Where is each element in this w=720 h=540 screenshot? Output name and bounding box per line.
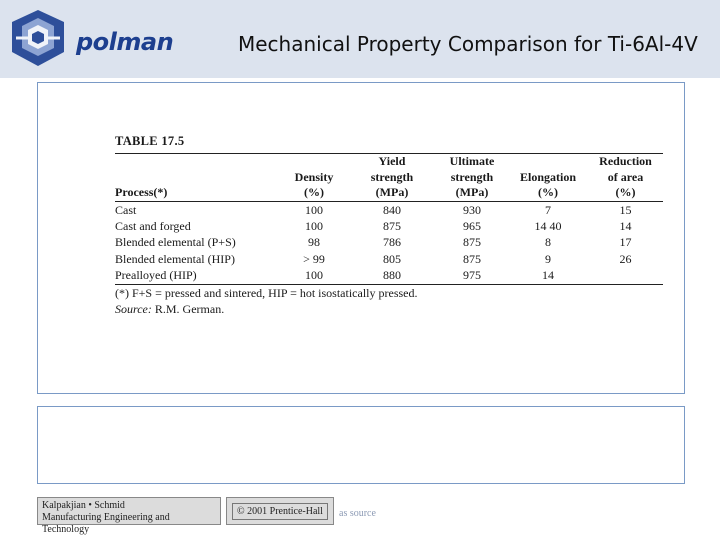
header-ultimate-strength: Ultimate strength (MPa) (449, 154, 495, 199)
table-top-rule (115, 153, 663, 154)
table-bottom-rule (115, 283, 663, 285)
header-process: Process(*) (115, 185, 168, 199)
table-header-row: Process(*) Density (%) Yield strength (MPa)… (115, 154, 663, 201)
logo-text: polman (76, 28, 174, 56)
polman-logo-icon (12, 10, 64, 66)
footer-source-text: as source (339, 508, 376, 519)
table-row: Blended elemental (P+S) 98 786 875 8 17 (115, 235, 632, 250)
table-footnote: (*) F+S = pressed and sintered, HIP = ho… (115, 285, 418, 300)
table-row: Prealloyed (HIP) 100 880 975 14 (115, 268, 554, 283)
header-yield-strength: Yield strength (MPa) (370, 154, 414, 199)
book-credit: Kalpakjian • Schmid Manufacturing Engine… (37, 497, 221, 535)
header-elongation: Elongation (%) (519, 169, 576, 200)
table-caption: TABLE 17.5 (115, 134, 185, 148)
table-row: Cast 100 840 930 7 15 (115, 202, 632, 217)
header-density: Density (%) (294, 169, 334, 200)
notes-panel (37, 406, 685, 484)
slide-header: polman Mechanical Property Comparison fo… (0, 0, 720, 78)
table-source: Source: R.M. German. (115, 301, 225, 316)
header-reduction-of-area: Reduction of area (%) (599, 154, 652, 199)
table-header-rule (115, 200, 663, 202)
property-table-block: TABLE 17.5 Process(*) Density (%) Yield st… (115, 134, 663, 317)
slide-title: Mechanical Property Comparison for Ti-6A… (238, 32, 698, 56)
property-table: Process(*) Density (%) Yield strength (MPa)… (115, 154, 663, 284)
table-panel (37, 82, 685, 394)
copyright-badge: © 2001 Prentice-Hall (226, 497, 334, 525)
table-row: Blended elemental (HIP) > 99 805 875 9 26 (115, 251, 632, 266)
table-row: Cast and forged 100 875 965 14 40 14 (115, 218, 632, 233)
